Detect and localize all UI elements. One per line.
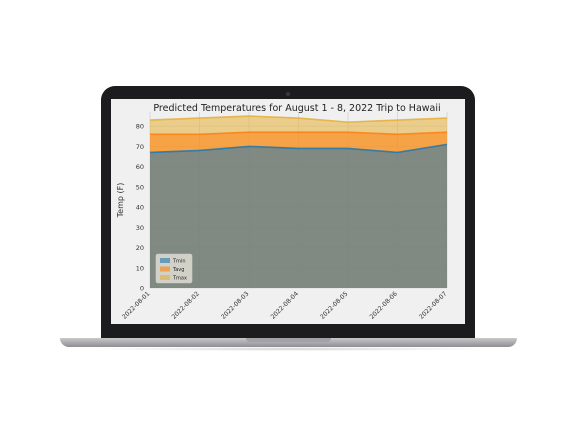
laptop-shadow [80,347,497,351]
laptop-screen: 0 10 20 30 40 50 60 70 80 2022-08-01 2022-08-02 20… [111,99,465,324]
legend-label: Tavg [172,267,184,273]
legend-swatch [160,258,170,263]
y-tick-label: 70 [136,143,144,151]
laptop-notch [246,338,331,342]
line-tmax [149,115,448,123]
line-tmin [149,143,448,154]
legend-swatch [160,275,170,280]
y-tick-label: 0 [140,285,144,293]
y-tick-label: 40 [136,204,144,212]
y-tick-label: 10 [136,264,144,272]
camera-dot [286,92,290,96]
laptop-base [60,338,517,347]
y-tick-label: 60 [136,163,144,171]
y-tick-labels: 0 10 20 30 40 50 60 70 80 [136,123,144,293]
legend-label: Tmax [172,276,187,282]
chart-title: Predicted Temperatures for August 1 - 8,… [153,103,440,114]
y-tick-label: 20 [136,244,144,252]
line-tavg [150,131,448,136]
y-tick-label: 30 [136,224,144,232]
area-tmin [150,144,447,288]
y-tick-label: 50 [136,183,144,191]
y-axis-label: Temp (F) [116,183,125,219]
y-tick-label: 80 [136,123,144,131]
legend: Tmin Tavg Tmax [155,253,193,284]
legend-swatch [160,266,170,272]
area-series [149,115,448,288]
legend-label: Tmin [172,259,185,265]
